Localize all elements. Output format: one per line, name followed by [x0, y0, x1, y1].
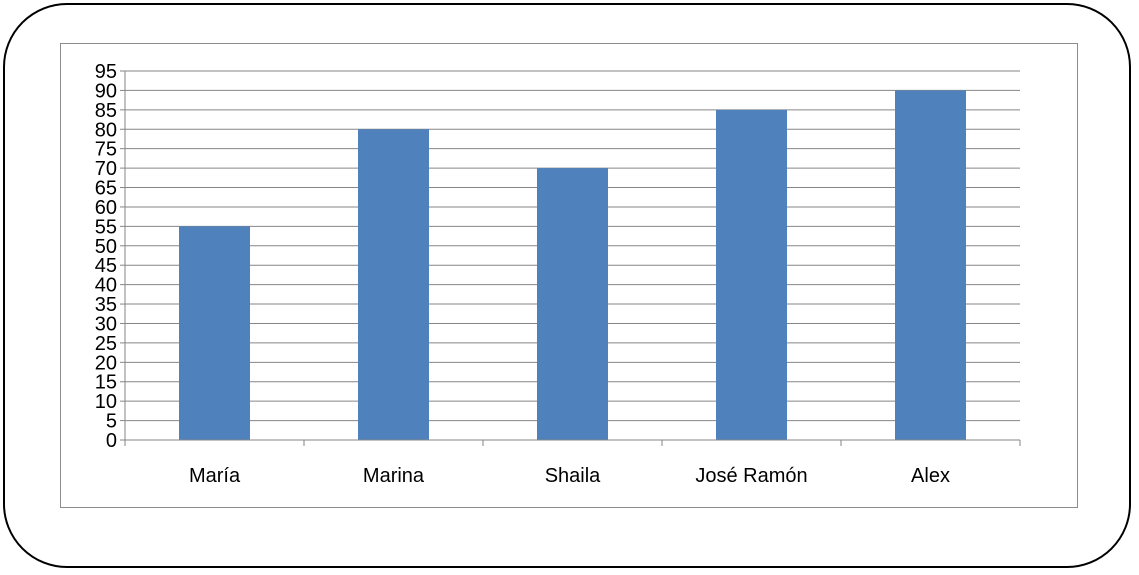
- y-tick-label: 15: [95, 372, 117, 394]
- y-tick-label: 85: [95, 100, 117, 122]
- bar-shaila: [537, 168, 608, 440]
- bar-maría: [179, 226, 250, 440]
- y-tick-label: 75: [95, 139, 117, 161]
- y-tick-label: 95: [95, 61, 117, 83]
- y-tick-label: 0: [106, 430, 117, 452]
- y-tick-label: 40: [95, 275, 117, 297]
- y-tick-label: 60: [95, 197, 117, 219]
- y-tick-label: 65: [95, 178, 117, 200]
- x-category-label: José Ramón: [695, 465, 807, 487]
- x-axis-category-labels: María Marina Shaila José Ramón Alex: [189, 465, 950, 487]
- x-category-label: Marina: [363, 465, 425, 487]
- y-tick-label: 35: [95, 294, 117, 316]
- x-category-label: Shaila: [545, 465, 601, 487]
- y-tick-label: 70: [95, 158, 117, 180]
- x-category-label: Alex: [911, 465, 950, 487]
- y-tick-label: 10: [95, 391, 117, 413]
- bar-josé-ramón: [716, 109, 787, 440]
- bars: [179, 90, 966, 440]
- y-tick-label: 5: [106, 411, 117, 433]
- y-tick-label: 20: [95, 352, 117, 374]
- y-tick-label: 30: [95, 313, 117, 335]
- y-tick-label: 45: [95, 255, 117, 277]
- bar-marina: [358, 129, 429, 440]
- bar-alex: [895, 90, 966, 440]
- x-category-label: María: [189, 465, 241, 487]
- y-tick-label: 55: [95, 216, 117, 238]
- y-tick-label: 80: [95, 119, 117, 141]
- axes: [120, 70, 1021, 446]
- y-tick-label: 50: [95, 236, 117, 258]
- y-tick-label: 25: [95, 333, 117, 355]
- y-tick-label: 90: [95, 80, 117, 102]
